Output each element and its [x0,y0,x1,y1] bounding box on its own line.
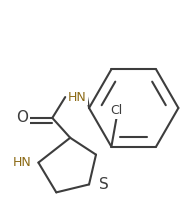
Text: HN: HN [13,156,32,169]
Text: Cl: Cl [110,104,122,117]
Text: O: O [17,110,28,125]
Text: S: S [99,177,109,192]
Text: HN: HN [68,91,87,104]
